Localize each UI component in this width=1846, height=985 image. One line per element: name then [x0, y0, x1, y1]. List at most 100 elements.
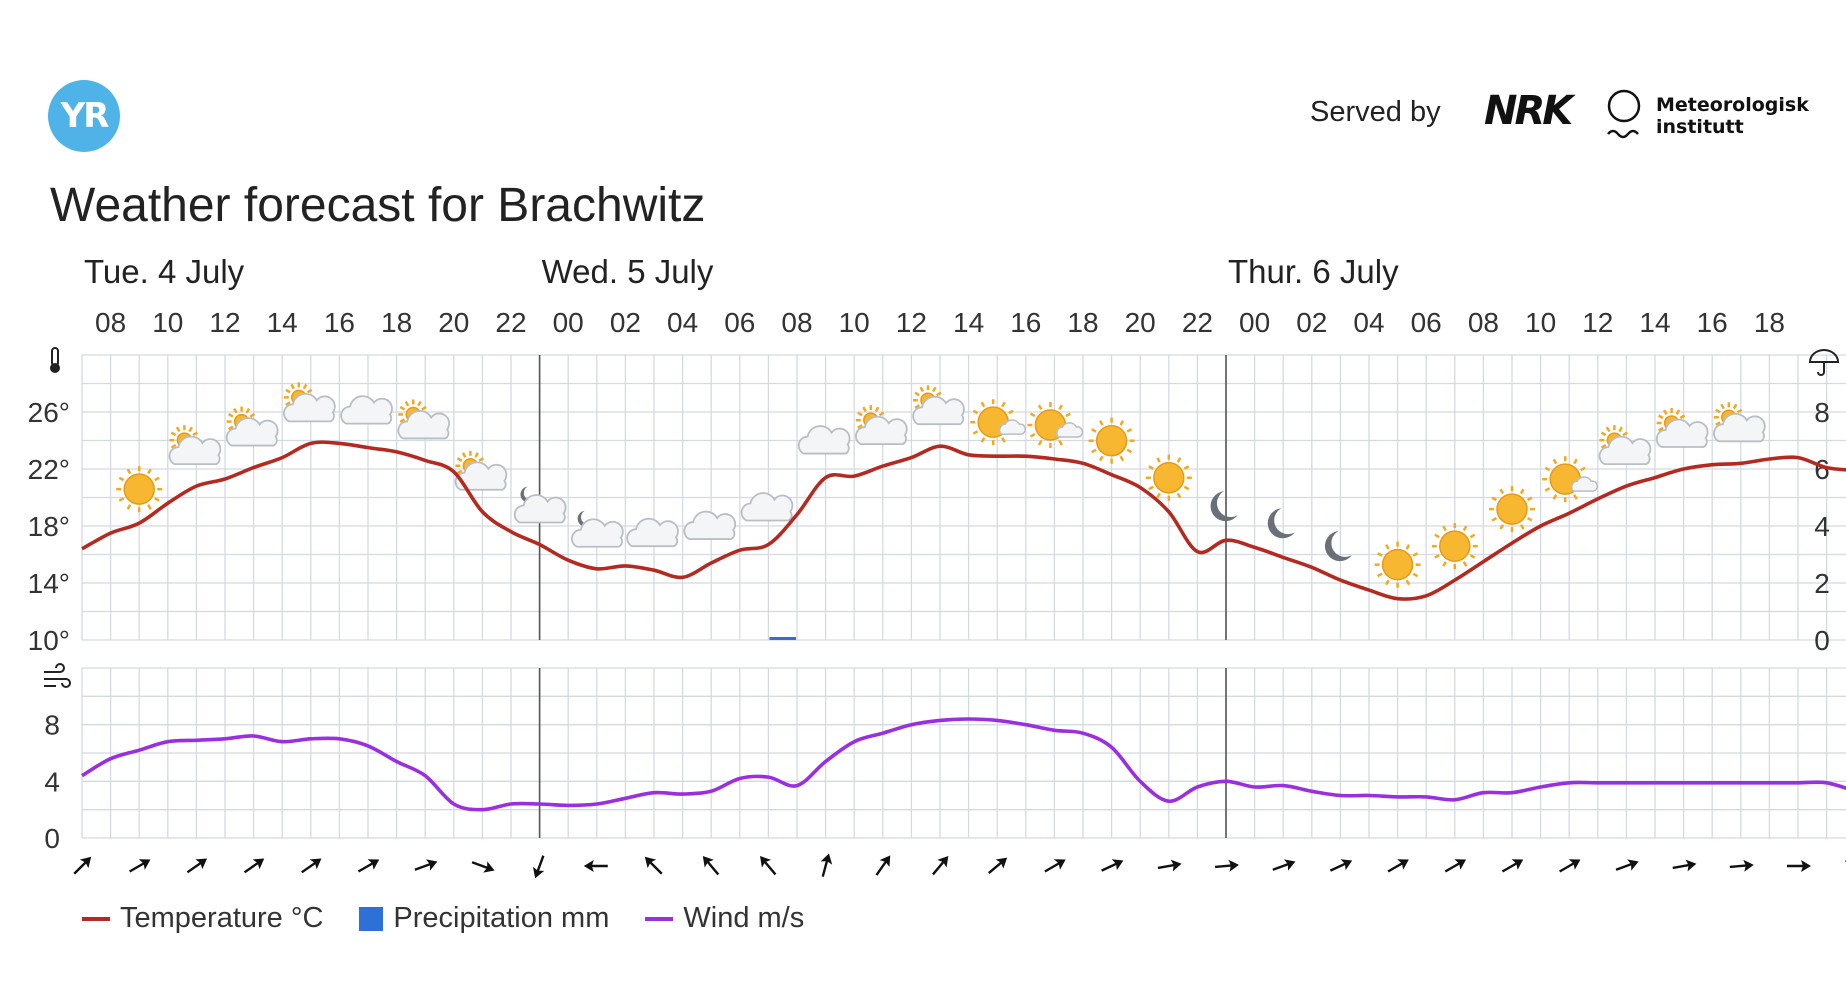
sun-ray	[192, 431, 199, 437]
sun-ray	[1491, 496, 1498, 502]
hour-tick-label: 16	[1010, 307, 1041, 338]
sun-ray	[227, 412, 234, 418]
sun-ray	[1385, 544, 1390, 550]
temperature-line	[81, 440, 1846, 601]
sun-ray	[1099, 420, 1104, 426]
hour-tick-label: 14	[1639, 307, 1670, 338]
sun-ray	[1736, 408, 1743, 414]
wind-arrow	[1157, 859, 1182, 872]
sun-ray	[1622, 431, 1629, 437]
sun-ray	[1552, 458, 1558, 465]
sun-symbol	[1088, 417, 1135, 464]
sun-disc	[1439, 530, 1471, 562]
arrow-head	[1801, 860, 1811, 872]
sun-ray	[1405, 579, 1411, 586]
sun-ray	[1469, 533, 1476, 539]
arrow-head	[760, 856, 772, 868]
arrow-head	[252, 858, 265, 870]
met-line1: Meteorologisk	[1656, 94, 1809, 116]
partly-symbol	[1598, 425, 1652, 465]
wind-tick-label: 8	[44, 710, 60, 741]
wind-arrow	[1329, 859, 1353, 872]
arrow-head	[1340, 859, 1353, 871]
hour-tick-label: 12	[896, 307, 927, 338]
hour-tick-label: 08	[95, 307, 126, 338]
sun-ray	[936, 391, 942, 397]
thermometer-icon	[50, 347, 60, 373]
sun-ray	[1526, 496, 1533, 502]
wind-arrow	[1729, 859, 1754, 872]
sun-ray	[1156, 457, 1161, 463]
arrow-head	[1283, 859, 1296, 871]
temp-tick-label: 10°	[28, 625, 70, 656]
arrow-head	[1743, 859, 1754, 872]
sun-ray	[1176, 492, 1182, 499]
precip-bar	[769, 637, 796, 640]
sun-ray	[980, 437, 986, 443]
moon-shape	[1267, 508, 1295, 539]
fair-symbol	[1027, 402, 1084, 449]
sun-ray	[1618, 426, 1623, 433]
sun-ray	[1675, 409, 1681, 415]
sun-ray	[972, 409, 979, 415]
sun-ray	[1412, 572, 1419, 578]
cloud-shape	[283, 392, 336, 423]
wind-line	[81, 717, 1846, 812]
arrow-head	[702, 856, 714, 868]
cloud-symbol	[797, 425, 851, 455]
wind-arrow	[301, 858, 322, 874]
small-cloud	[1056, 422, 1084, 438]
arrow-head	[1568, 859, 1581, 870]
sun-ray	[1720, 403, 1725, 410]
day-label: Thur. 6 July	[1228, 253, 1399, 290]
sun-ray	[1099, 455, 1104, 462]
sun-symbol	[1489, 486, 1535, 533]
sun-ray	[1126, 428, 1133, 433]
sun-ray	[980, 401, 986, 408]
moon-shape	[577, 510, 592, 527]
sun-ray	[118, 476, 125, 482]
sun-ray	[188, 426, 193, 433]
precip-tick-label: 8	[1814, 397, 1830, 428]
sun-ray	[1183, 485, 1190, 491]
sun-ray	[857, 411, 863, 417]
cloud-shape	[1598, 435, 1652, 465]
sun-ray	[399, 418, 406, 424]
temp-tick-label: 22°	[28, 454, 70, 485]
sun-ray	[1008, 409, 1014, 415]
sun-ray	[1526, 517, 1533, 522]
sun-ray	[1715, 421, 1721, 426]
sun-ray	[306, 388, 313, 394]
nrk-logo[interactable]: NRK	[1484, 88, 1573, 134]
wind-arrow	[1444, 859, 1467, 873]
moon-symbol	[1210, 491, 1238, 522]
yr-logo[interactable]: YR	[48, 80, 120, 152]
legend-item: Precipitation mm	[359, 902, 609, 935]
wind-arrow	[1787, 860, 1811, 872]
arrow-head	[1170, 859, 1182, 872]
cloud-shape	[513, 494, 567, 524]
precip-tick-label: 2	[1814, 568, 1830, 599]
sun-ray	[456, 457, 463, 462]
sun-disc	[1496, 493, 1528, 525]
legend-item: Temperature °C	[82, 902, 323, 935]
sun-ray	[1544, 487, 1551, 492]
wind-arrow	[760, 856, 777, 876]
small-cloud	[1570, 476, 1599, 492]
legend-swatch	[645, 916, 674, 921]
hour-tick-label: 04	[667, 307, 698, 338]
wind-arrow	[1615, 859, 1639, 871]
legend-label: Wind m/s	[683, 902, 805, 934]
sun-ray	[1462, 561, 1468, 567]
sun-ray	[478, 457, 485, 462]
arrow-head	[1111, 859, 1124, 871]
met-logo-text[interactable]: Meteorologisk institutt	[1656, 94, 1809, 138]
sun-ray	[1058, 404, 1063, 411]
sun-ray	[417, 400, 422, 407]
wind-arrow	[414, 859, 438, 871]
cloud-shape	[797, 425, 851, 455]
hour-tick-label: 18	[381, 307, 412, 338]
sun-ray	[461, 452, 467, 458]
sun-ray	[126, 504, 132, 510]
wind-arrow	[932, 856, 949, 876]
